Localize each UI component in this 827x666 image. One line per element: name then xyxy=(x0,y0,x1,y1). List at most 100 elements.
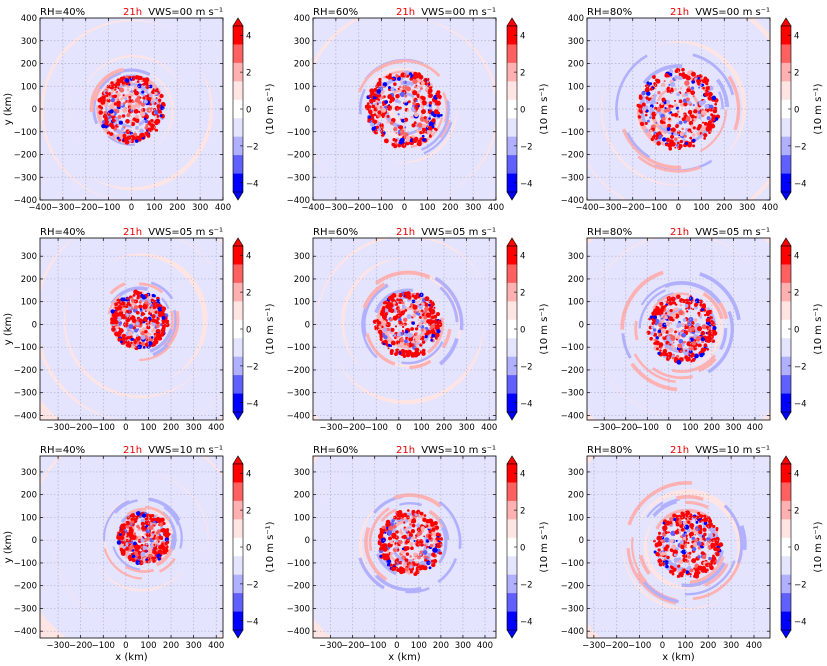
core-dot xyxy=(126,99,130,103)
core-dot xyxy=(412,313,417,318)
core-dot xyxy=(689,136,693,140)
core-dot xyxy=(669,104,672,107)
eyewall-dot xyxy=(400,353,404,357)
colorbar-tick-label: 2 xyxy=(520,69,525,79)
core-dot xyxy=(426,547,429,550)
core-dot xyxy=(663,80,666,83)
eyewall-dot xyxy=(160,311,164,316)
core-dot xyxy=(407,100,411,104)
core-dot xyxy=(123,321,129,328)
y-tick-label: 300 xyxy=(294,37,310,47)
y-tick-label: −200 xyxy=(287,151,310,161)
eyewall-dot xyxy=(145,293,149,297)
colorbar-tick-label: −4 xyxy=(520,617,533,627)
spiral-band xyxy=(718,91,724,110)
colorbar-segment xyxy=(781,393,791,413)
core-dot xyxy=(687,555,691,559)
panel-rh-label: RH=80% xyxy=(587,445,632,456)
core-dot xyxy=(397,124,400,127)
core-dot xyxy=(420,328,424,332)
core-dot xyxy=(429,543,434,548)
core-dot xyxy=(659,554,662,557)
spiral-band xyxy=(119,93,134,102)
core-dot xyxy=(147,319,150,322)
core-dot xyxy=(676,325,678,328)
eyewall-dot xyxy=(684,141,688,145)
core-dot xyxy=(420,530,423,533)
eyewall-dot xyxy=(665,521,670,526)
core-dot xyxy=(674,146,677,149)
x-axis-label: x (km) xyxy=(388,652,421,663)
y-tick-label: 200 xyxy=(568,275,584,285)
eyewall-dot xyxy=(678,571,684,577)
y-tick-label: −100 xyxy=(561,128,584,138)
core-dot xyxy=(387,347,390,350)
panel-2-1: −300 −200 −100 0 100 200 300 4003002001000−100−… xyxy=(3,227,276,433)
spiral-band xyxy=(692,53,735,96)
spiral-band xyxy=(634,320,639,341)
panel-1-2: −400 −300 −200 −100 0 100 200 300 40040030020010… xyxy=(287,7,550,213)
colorbar-extend-top xyxy=(780,455,792,465)
y-tick-label: 300 xyxy=(294,468,310,478)
eyewall-dot xyxy=(675,517,680,521)
core-dot xyxy=(119,102,124,107)
eyewall-dot xyxy=(692,515,696,519)
colorbar-label: (10 m s⁻¹) xyxy=(265,83,276,134)
core-dot xyxy=(397,77,401,81)
eyewall-dot xyxy=(431,560,435,565)
spiral-band xyxy=(642,581,679,604)
core-dot xyxy=(140,341,145,346)
core-dot xyxy=(144,310,147,313)
core-dot xyxy=(136,80,140,83)
core-dot xyxy=(392,524,397,529)
eyewall-dot xyxy=(683,513,689,519)
colorbar-segment xyxy=(507,464,517,483)
eyewall-dot xyxy=(710,320,715,325)
eyewall-dot xyxy=(113,314,117,318)
core-dot xyxy=(410,529,416,534)
x-tick-label: −300 xyxy=(51,203,74,213)
x-tick-label: −100 xyxy=(644,203,667,213)
colorbar-label: (10 m s⁻¹) xyxy=(813,303,824,354)
colorbar-tick-label: −4 xyxy=(520,179,533,189)
core-dot xyxy=(706,106,710,109)
core-dot xyxy=(384,100,389,104)
colorbar-tick-label: 2 xyxy=(794,507,799,517)
spiral-band xyxy=(638,554,651,576)
y-tick-label: 0 xyxy=(32,536,37,546)
core-dot xyxy=(143,99,148,104)
eyewall-dot xyxy=(685,510,690,514)
field xyxy=(40,18,223,200)
x-tick-label: 200 xyxy=(436,423,452,433)
eyewall-dot xyxy=(667,143,673,148)
core-dot xyxy=(425,557,428,560)
core-dot xyxy=(398,331,401,334)
eyewall-dot xyxy=(381,545,386,550)
y-tick-label: −400 xyxy=(287,627,310,637)
core-dot xyxy=(676,528,679,531)
core-dot xyxy=(140,551,146,557)
core-dot xyxy=(121,333,127,340)
colorbar-segment xyxy=(507,375,517,394)
core-dot xyxy=(420,324,425,329)
core-dot xyxy=(379,105,383,109)
x-tick-label: 400 xyxy=(488,203,504,213)
colorbar-segment xyxy=(781,81,791,101)
core-dot xyxy=(120,127,125,131)
y-tick-label: 0 xyxy=(32,105,37,115)
core-dot xyxy=(135,125,139,130)
eyewall-dot xyxy=(681,67,685,72)
core-dot xyxy=(702,527,707,532)
eyewall-dot xyxy=(649,87,653,91)
core-dot xyxy=(410,115,414,119)
core-dot xyxy=(698,524,703,529)
spiral-band xyxy=(443,99,449,123)
eyewall-dot xyxy=(697,571,701,574)
panel-time-label: 21h xyxy=(670,7,689,18)
x-tick-label: −200 xyxy=(605,641,628,651)
plot-frame xyxy=(586,237,771,421)
core-dot xyxy=(676,335,681,340)
eyewall-dot xyxy=(711,95,717,101)
core-dot xyxy=(393,127,398,132)
core-dot xyxy=(669,111,673,114)
